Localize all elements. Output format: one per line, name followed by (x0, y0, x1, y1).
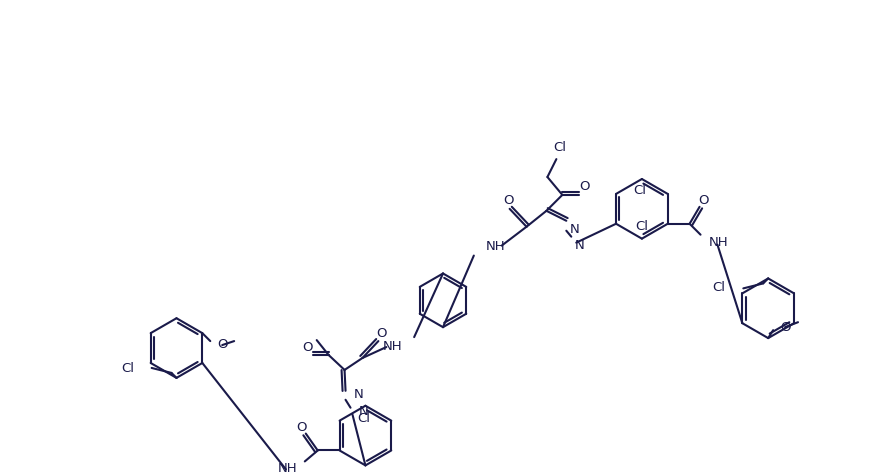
Text: O: O (503, 194, 513, 208)
Text: Cl: Cl (121, 362, 135, 376)
Text: O: O (217, 337, 228, 350)
Text: NH: NH (382, 339, 401, 353)
Text: N: N (569, 223, 579, 236)
Text: NH: NH (486, 240, 505, 253)
Text: O: O (296, 421, 307, 434)
Text: N: N (573, 239, 583, 252)
Text: O: O (697, 194, 708, 208)
Text: Cl: Cl (356, 412, 369, 425)
Text: O: O (376, 327, 386, 340)
Text: N: N (358, 405, 368, 418)
Text: Cl: Cl (711, 281, 725, 294)
Text: N: N (354, 388, 363, 401)
Text: O: O (579, 180, 589, 193)
Text: O: O (779, 321, 789, 334)
Text: Cl: Cl (634, 220, 648, 233)
Text: NH: NH (708, 236, 727, 249)
Text: Cl: Cl (633, 184, 646, 198)
Text: O: O (302, 340, 313, 354)
Text: NH: NH (278, 462, 298, 475)
Text: Cl: Cl (552, 141, 565, 154)
